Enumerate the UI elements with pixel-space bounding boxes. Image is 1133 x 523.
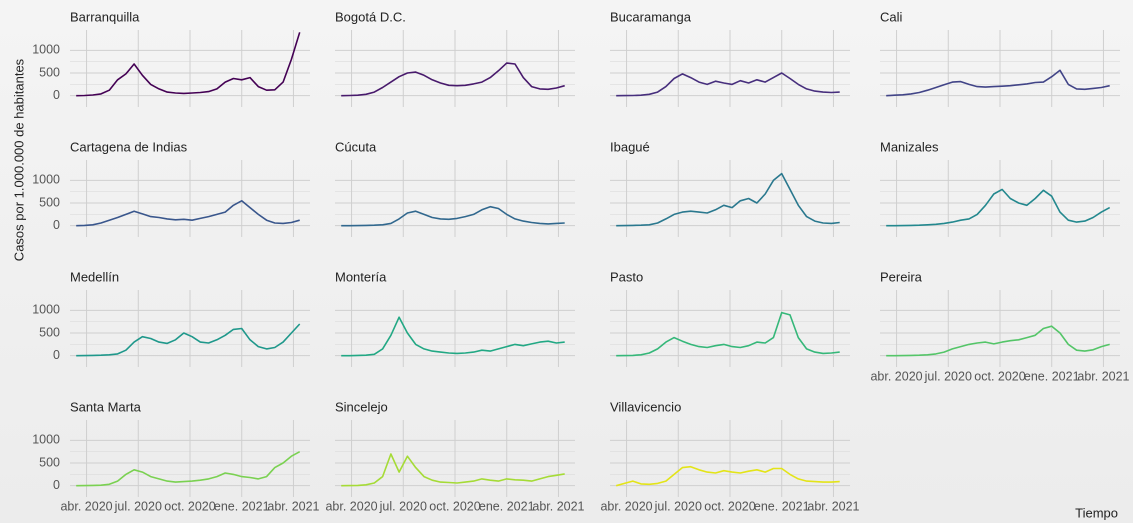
series-line <box>76 323 301 357</box>
x-tick-label: ene. 2021 <box>754 499 810 513</box>
series-line <box>886 188 1111 227</box>
series-line <box>886 325 1110 357</box>
series-line <box>616 72 840 97</box>
x-tick-label: abr. 2021 <box>807 499 859 513</box>
y-tick-label: 1000 <box>32 433 60 447</box>
y-tick-label: 500 <box>39 195 60 209</box>
y-tick-label: 0 <box>53 478 60 492</box>
x-tick-label: oct. 2020 <box>704 499 755 513</box>
panel-title: Sincelejo <box>335 399 388 414</box>
x-tick-label: ene. 2021 <box>1024 369 1080 383</box>
y-axis-label: Casos por 1.000.000 de habitantes <box>11 58 26 261</box>
x-tick-label: abr. 2020 <box>870 369 922 383</box>
panel-title: Bucaramanga <box>610 9 692 24</box>
y-tick-label: 0 <box>53 348 60 362</box>
x-tick-label: jul. 2020 <box>379 499 427 513</box>
y-tick-label: 0 <box>53 88 60 102</box>
y-tick-label: 1000 <box>32 303 60 317</box>
x-tick-label: ene. 2021 <box>479 499 535 513</box>
panel-title: Bogotá D.C. <box>335 9 406 24</box>
x-tick-label: jul. 2020 <box>114 499 162 513</box>
panel-title: Santa Marta <box>70 399 142 414</box>
y-tick-label: 500 <box>39 325 60 339</box>
y-tick-label: 0 <box>53 218 60 232</box>
x-tick-label: jul. 2020 <box>654 499 702 513</box>
panel-title: Villavicencio <box>610 399 681 414</box>
x-tick-label: abr. 2020 <box>60 499 112 513</box>
x-axis-label: Tiempo <box>1075 505 1118 520</box>
series-line <box>341 62 565 97</box>
series-line <box>341 205 565 227</box>
y-tick-label: 500 <box>39 455 60 469</box>
x-tick-label: abr. 2021 <box>532 499 584 513</box>
x-tick-label: abr. 2020 <box>325 499 377 513</box>
series-line <box>615 465 840 487</box>
x-tick-label: abr. 2021 <box>1077 369 1129 383</box>
series-line <box>616 172 840 227</box>
panel-title: Barranquilla <box>70 9 140 24</box>
x-tick-label: ene. 2021 <box>214 499 270 513</box>
series-line <box>76 450 301 487</box>
panel-title: Cúcuta <box>335 139 377 154</box>
y-tick-label: 500 <box>39 65 60 79</box>
series-line <box>341 453 565 487</box>
series-line <box>886 69 1110 97</box>
panel-title: Cartagena de Indias <box>70 139 188 154</box>
x-tick-label: oct. 2020 <box>429 499 480 513</box>
panel-title: Cali <box>880 9 903 24</box>
x-tick-label: oct. 2020 <box>164 499 215 513</box>
series-line <box>616 311 840 357</box>
panel-title: Manizales <box>880 139 939 154</box>
x-tick-label: abr. 2020 <box>600 499 652 513</box>
x-tick-label: oct. 2020 <box>974 369 1025 383</box>
panel-title: Pasto <box>610 269 643 284</box>
series-line <box>341 316 565 357</box>
panel-title: Pereira <box>880 269 923 284</box>
panel-title: Ibagué <box>610 139 650 154</box>
y-tick-label: 1000 <box>32 43 60 57</box>
series-line <box>76 32 301 97</box>
series-line <box>76 200 300 227</box>
x-tick-label: abr. 2021 <box>267 499 319 513</box>
x-tick-label: jul. 2020 <box>924 369 972 383</box>
panel-title: Montería <box>335 269 387 284</box>
panel-title: Medellín <box>70 269 119 284</box>
y-tick-label: 1000 <box>32 173 60 187</box>
